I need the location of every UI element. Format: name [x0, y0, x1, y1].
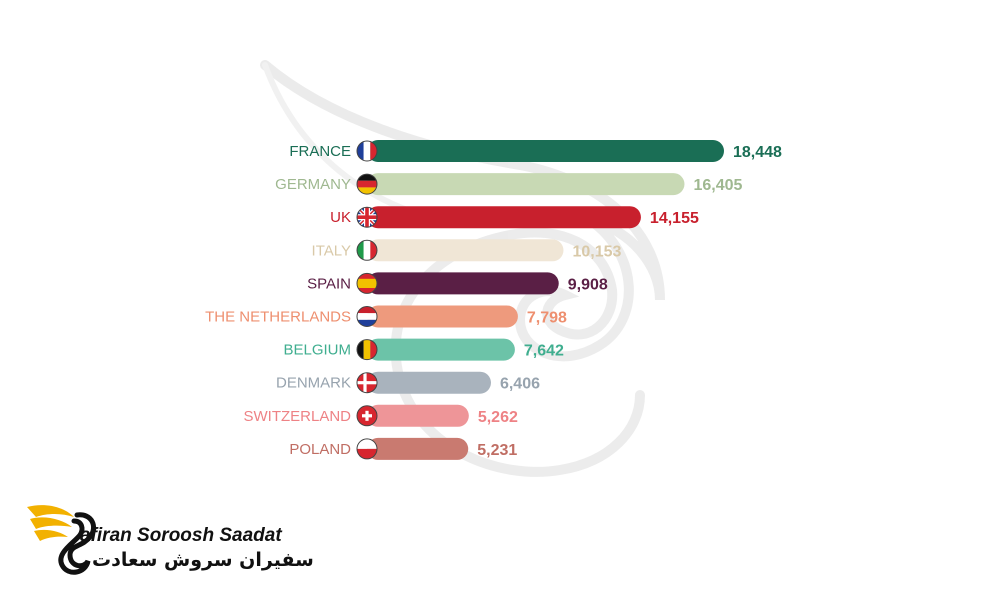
- spain-flag-icon: [356, 272, 378, 294]
- switzerland-flag-icon: [356, 405, 378, 427]
- denmark-flag-icon: [356, 372, 378, 394]
- value-label: 16,405: [693, 177, 742, 194]
- uk-flag-icon: [356, 206, 378, 228]
- bar-row: POLAND 5,231: [289, 437, 517, 460]
- bar-row: ITALY 10,153: [312, 239, 622, 262]
- value-label: 5,262: [478, 409, 518, 426]
- bar-row: THE NETHERLANDS 7,798: [205, 305, 567, 328]
- category-label: ITALY: [312, 242, 351, 259]
- category-label: BELGIUM: [283, 342, 351, 359]
- netherlands-flag-icon: [356, 306, 378, 327]
- poland-flag-icon: [356, 438, 378, 460]
- bar-row: SPAIN 9,908: [307, 272, 608, 295]
- value-label: 5,231: [477, 442, 517, 459]
- bar: [367, 338, 515, 361]
- swan-body: [58, 512, 96, 575]
- category-label: GERMANY: [275, 176, 351, 193]
- bar: [367, 272, 559, 295]
- value-label: 7,798: [527, 310, 567, 327]
- value-label: 18,448: [733, 144, 782, 161]
- wing-stroke-1: [27, 505, 74, 517]
- bar-row: SWITZERLAND 5,262: [243, 404, 518, 427]
- logo: afiran Soroosh Saadat سفیران سروش سعادت: [22, 495, 314, 585]
- bar: [367, 371, 491, 394]
- value-label: 6,406: [500, 376, 540, 393]
- bar: [367, 305, 518, 328]
- bar: [367, 239, 564, 262]
- bar-row: DENMARK 6,406: [276, 371, 540, 394]
- category-label: UK: [330, 209, 351, 226]
- bar-row: GERMANY 16,405: [275, 173, 743, 196]
- category-label: SWITZERLAND: [243, 408, 351, 425]
- value-label: 14,155: [650, 210, 699, 227]
- value-label: 10,153: [572, 243, 621, 260]
- italy-flag-icon: [356, 239, 378, 261]
- bar: [367, 206, 641, 229]
- logo-name-en: afiran Soroosh Saadat: [80, 525, 282, 546]
- swan-logo-icon: [27, 505, 96, 575]
- bar: [367, 404, 469, 427]
- bar-row: UK 14,155: [330, 206, 699, 229]
- germany-flag-icon: [356, 173, 378, 195]
- belgium-flag-icon: [356, 339, 378, 361]
- wing-stroke-3: [34, 529, 68, 541]
- category-label: THE NETHERLANDS: [205, 309, 351, 326]
- category-label: POLAND: [289, 441, 351, 458]
- wing-stroke-2: [30, 517, 72, 529]
- category-label: DENMARK: [276, 375, 351, 392]
- bar-row: FRANCE 18,448: [289, 140, 782, 162]
- logo-name-fa: سفیران سروش سعادت: [92, 549, 314, 571]
- category-label: FRANCE: [289, 143, 351, 160]
- value-label: 9,908: [568, 276, 608, 293]
- bar: [367, 173, 685, 196]
- value-label: 7,642: [524, 343, 564, 360]
- bar: [367, 437, 469, 460]
- france-flag-icon: [356, 140, 378, 162]
- category-label: SPAIN: [307, 275, 351, 292]
- bar-row: BELGIUM 7,642: [283, 338, 564, 361]
- bar: [367, 140, 724, 162]
